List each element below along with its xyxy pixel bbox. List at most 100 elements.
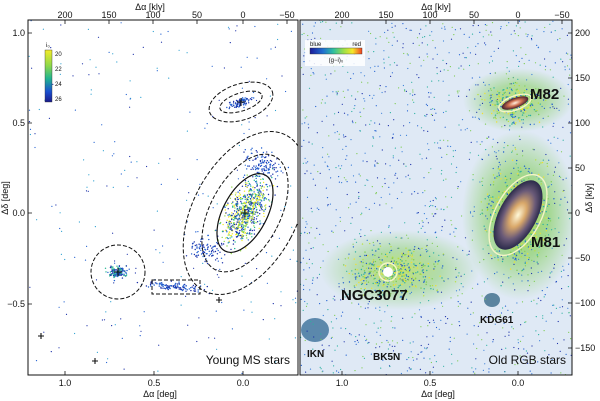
- star-point: [262, 181, 265, 184]
- star-point: [256, 151, 258, 153]
- star-point: [208, 238, 210, 241]
- star-point: [168, 286, 171, 288]
- star-point: [355, 336, 357, 338]
- star-point: [554, 202, 556, 204]
- star-point: [447, 318, 449, 320]
- star-point: [419, 302, 421, 304]
- star-point: [438, 80, 440, 82]
- star-point: [412, 99, 414, 101]
- star-point: [136, 281, 139, 284]
- star-point: [263, 212, 265, 215]
- star-point: [242, 209, 244, 212]
- star-point: [413, 263, 415, 265]
- star-point: [510, 83, 512, 85]
- star-point: [308, 258, 310, 260]
- star-point: [241, 235, 243, 238]
- star-point: [545, 320, 547, 322]
- star-point: [426, 347, 428, 349]
- star-point: [539, 64, 541, 66]
- star-point: [369, 267, 371, 270]
- star-point: [258, 199, 260, 201]
- star-point: [254, 175, 257, 177]
- star-point: [567, 286, 570, 288]
- star-point: [502, 97, 504, 99]
- star-point: [252, 186, 254, 188]
- star-point: [191, 243, 194, 245]
- star-point: [341, 289, 343, 291]
- star-point: [394, 327, 396, 329]
- star-point: [422, 271, 425, 274]
- star-point: [490, 196, 492, 199]
- star-point: [522, 122, 524, 124]
- star-point: [491, 60, 494, 62]
- star-point: [420, 227, 422, 229]
- star-point: [499, 314, 501, 316]
- star-point: [365, 254, 368, 256]
- star-point: [353, 258, 355, 260]
- star-point: [369, 262, 371, 264]
- star-point: [231, 218, 233, 221]
- star-point: [484, 42, 486, 44]
- star-point: [145, 285, 148, 287]
- star-point: [455, 268, 457, 271]
- star-point: [399, 134, 402, 136]
- star-point: [501, 192, 504, 194]
- star-point: [254, 187, 256, 189]
- star-point: [414, 112, 416, 115]
- star-point: [358, 303, 360, 305]
- star-point: [339, 168, 341, 170]
- star-point: [322, 314, 324, 317]
- star-point: [225, 204, 227, 207]
- star-point: [532, 359, 534, 361]
- star-point: [377, 327, 379, 329]
- star-point: [421, 264, 423, 266]
- star-point: [484, 123, 487, 125]
- star-point: [191, 245, 194, 248]
- star-point: [504, 182, 506, 184]
- star-point: [493, 117, 495, 119]
- star-point: [280, 209, 282, 211]
- star-point: [541, 270, 543, 272]
- star-point: [426, 218, 428, 220]
- star-point: [502, 116, 504, 119]
- star-point: [484, 99, 486, 101]
- star-point: [363, 98, 365, 100]
- star-point: [414, 246, 416, 248]
- star-point: [538, 252, 540, 254]
- star-point: [435, 198, 437, 200]
- star-point: [477, 154, 480, 156]
- star-point: [399, 262, 401, 264]
- star-point: [409, 286, 411, 288]
- star-point: [530, 90, 532, 92]
- star-point: [378, 292, 380, 294]
- star-point: [267, 172, 269, 174]
- star-point: [112, 53, 114, 55]
- star-point: [244, 196, 246, 199]
- star-point: [379, 243, 381, 245]
- star-point: [361, 212, 363, 214]
- star-point: [244, 149, 246, 151]
- star-point: [228, 221, 230, 223]
- star-point: [453, 34, 455, 36]
- star-point: [349, 203, 351, 205]
- star-point: [311, 211, 313, 213]
- star-point: [528, 177, 530, 179]
- star-point: [249, 200, 251, 203]
- star-point: [120, 22, 122, 24]
- star-point: [135, 267, 137, 269]
- star-point: [533, 280, 535, 282]
- star-point: [358, 197, 360, 199]
- star-point: [374, 260, 377, 263]
- star-point: [498, 250, 501, 252]
- star-point: [413, 191, 416, 193]
- star-point: [402, 339, 404, 341]
- star-point: [354, 276, 357, 278]
- star-point: [113, 279, 116, 282]
- star-point: [538, 334, 540, 336]
- star-point: [227, 216, 230, 218]
- star-point: [482, 36, 484, 38]
- star-point: [404, 90, 406, 92]
- star-point: [319, 172, 321, 174]
- star-point: [323, 349, 325, 351]
- star-point: [403, 262, 405, 265]
